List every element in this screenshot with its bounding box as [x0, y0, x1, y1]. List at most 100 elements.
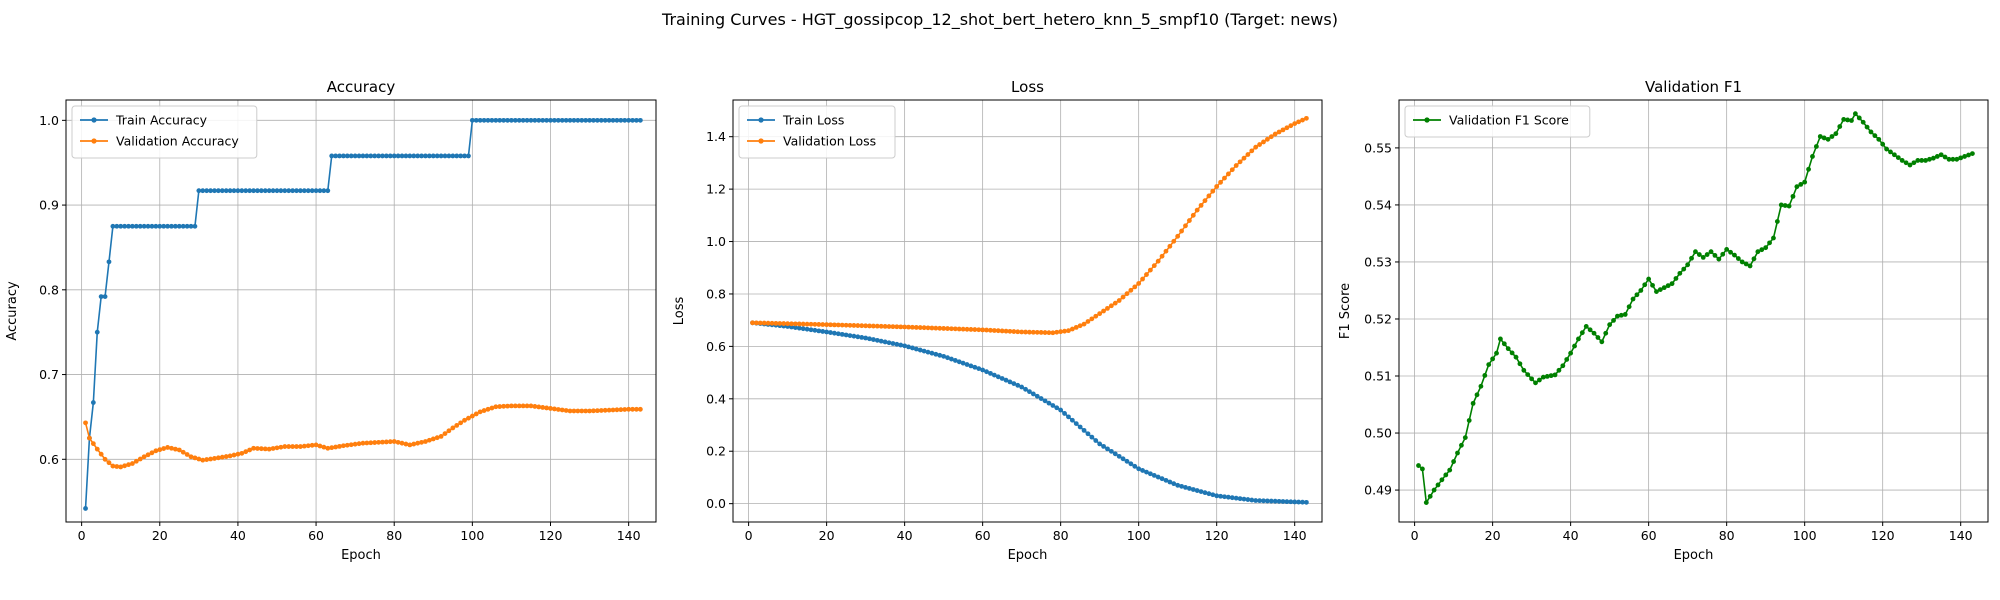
y-tick-label: 0.6: [39, 452, 59, 467]
data-point: [1011, 381, 1017, 386]
data-point: [434, 435, 440, 441]
data-point: [368, 440, 374, 446]
data-point: [462, 153, 467, 159]
data-point: [949, 326, 954, 332]
legend-marker-0: [91, 117, 97, 123]
data-point: [321, 188, 327, 194]
data-point: [610, 407, 616, 413]
data-point: [415, 153, 421, 159]
data-point: [1716, 256, 1722, 262]
data-point: [1825, 136, 1831, 142]
data-point: [356, 153, 362, 159]
legend-label-0: Train Loss: [782, 113, 844, 128]
data-point: [952, 326, 958, 332]
data-point: [1661, 285, 1667, 291]
data-point: [1681, 266, 1687, 272]
data-point: [1222, 494, 1227, 500]
chart-panel-0: 0 20 40 60 80 100 120 140 0.6 0.7 0.8 0.9 1.0 Accurac…: [5, 78, 657, 563]
data-point: [106, 460, 112, 466]
data-point: [1257, 142, 1262, 147]
data-point: [812, 327, 818, 333]
data-point: [1462, 435, 1468, 440]
data-point: [1556, 367, 1562, 373]
data-point: [1042, 398, 1048, 404]
y-tick-label: 0.9: [39, 198, 59, 213]
data-point: [118, 223, 124, 229]
data-point: [937, 352, 943, 358]
data-point: [309, 188, 315, 194]
data-point: [820, 322, 826, 327]
data-point: [294, 444, 299, 449]
data-point: [372, 440, 378, 445]
x-tick-label: 0: [745, 528, 753, 543]
data-point: [1435, 482, 1441, 488]
x-tick-label: 100: [1793, 528, 1817, 543]
x-tick-label: 40: [230, 528, 246, 543]
data-point: [407, 442, 413, 448]
data-point: [278, 188, 284, 194]
y-tick-label: 0.6: [706, 339, 726, 354]
data-point: [867, 323, 872, 329]
data-point: [1268, 498, 1274, 504]
data-point: [835, 322, 841, 328]
data-point: [606, 117, 612, 123]
data-point: [1696, 252, 1702, 257]
data-point: [544, 117, 549, 123]
data-point: [1085, 319, 1091, 324]
data-point: [98, 451, 104, 457]
data-point: [871, 337, 876, 342]
data-point: [165, 223, 170, 229]
data-point: [1261, 139, 1266, 145]
data-point: [851, 323, 857, 328]
data-point: [863, 335, 869, 341]
data-point: [165, 445, 170, 450]
data-point: [1132, 284, 1138, 290]
data-point: [184, 452, 190, 457]
data-point: [937, 325, 943, 331]
data-point: [1513, 354, 1519, 360]
data-point: [1576, 336, 1581, 342]
data-point: [555, 407, 561, 412]
data-point: [540, 117, 546, 123]
y-tick-label: 0.49: [1364, 483, 1392, 498]
data-point: [1015, 382, 1021, 388]
data-point: [1970, 151, 1975, 157]
data-point: [512, 403, 518, 409]
data-point: [1630, 296, 1636, 302]
data-point: [1595, 335, 1601, 340]
y-tick-label: 0.53: [1364, 254, 1392, 269]
data-point: [1034, 393, 1040, 399]
data-point: [1167, 243, 1173, 249]
data-point: [630, 117, 635, 123]
data-point: [1720, 251, 1726, 257]
data-point: [789, 321, 794, 327]
data-point: [200, 457, 206, 463]
legend: Train Loss Validation Loss: [738, 105, 896, 159]
data-point: [270, 446, 276, 451]
data-point: [552, 117, 557, 123]
data-point: [929, 325, 935, 331]
data-point: [890, 341, 896, 346]
data-point: [1747, 263, 1753, 269]
x-tick-label: 140: [1949, 528, 1973, 543]
data-point: [980, 367, 986, 373]
data-point: [1218, 179, 1223, 185]
data-point: [1249, 148, 1255, 154]
figure-suptitle: Training Curves - HGT_gossipcop_12_shot_…: [661, 10, 1338, 30]
data-point: [352, 441, 358, 447]
data-point: [1521, 367, 1527, 373]
y-tick-label: 0.7: [39, 367, 59, 382]
data-point: [1054, 405, 1060, 411]
data-point: [781, 321, 787, 326]
data-point: [913, 346, 919, 352]
data-point: [258, 188, 264, 194]
data-point: [785, 321, 791, 327]
legend-box: [71, 105, 258, 159]
data-point: [442, 431, 448, 436]
data-point: [122, 223, 128, 229]
data-point: [816, 322, 822, 327]
data-point: [1790, 193, 1796, 199]
data-point: [964, 362, 970, 367]
data-point: [917, 347, 923, 353]
data-point: [434, 153, 440, 159]
